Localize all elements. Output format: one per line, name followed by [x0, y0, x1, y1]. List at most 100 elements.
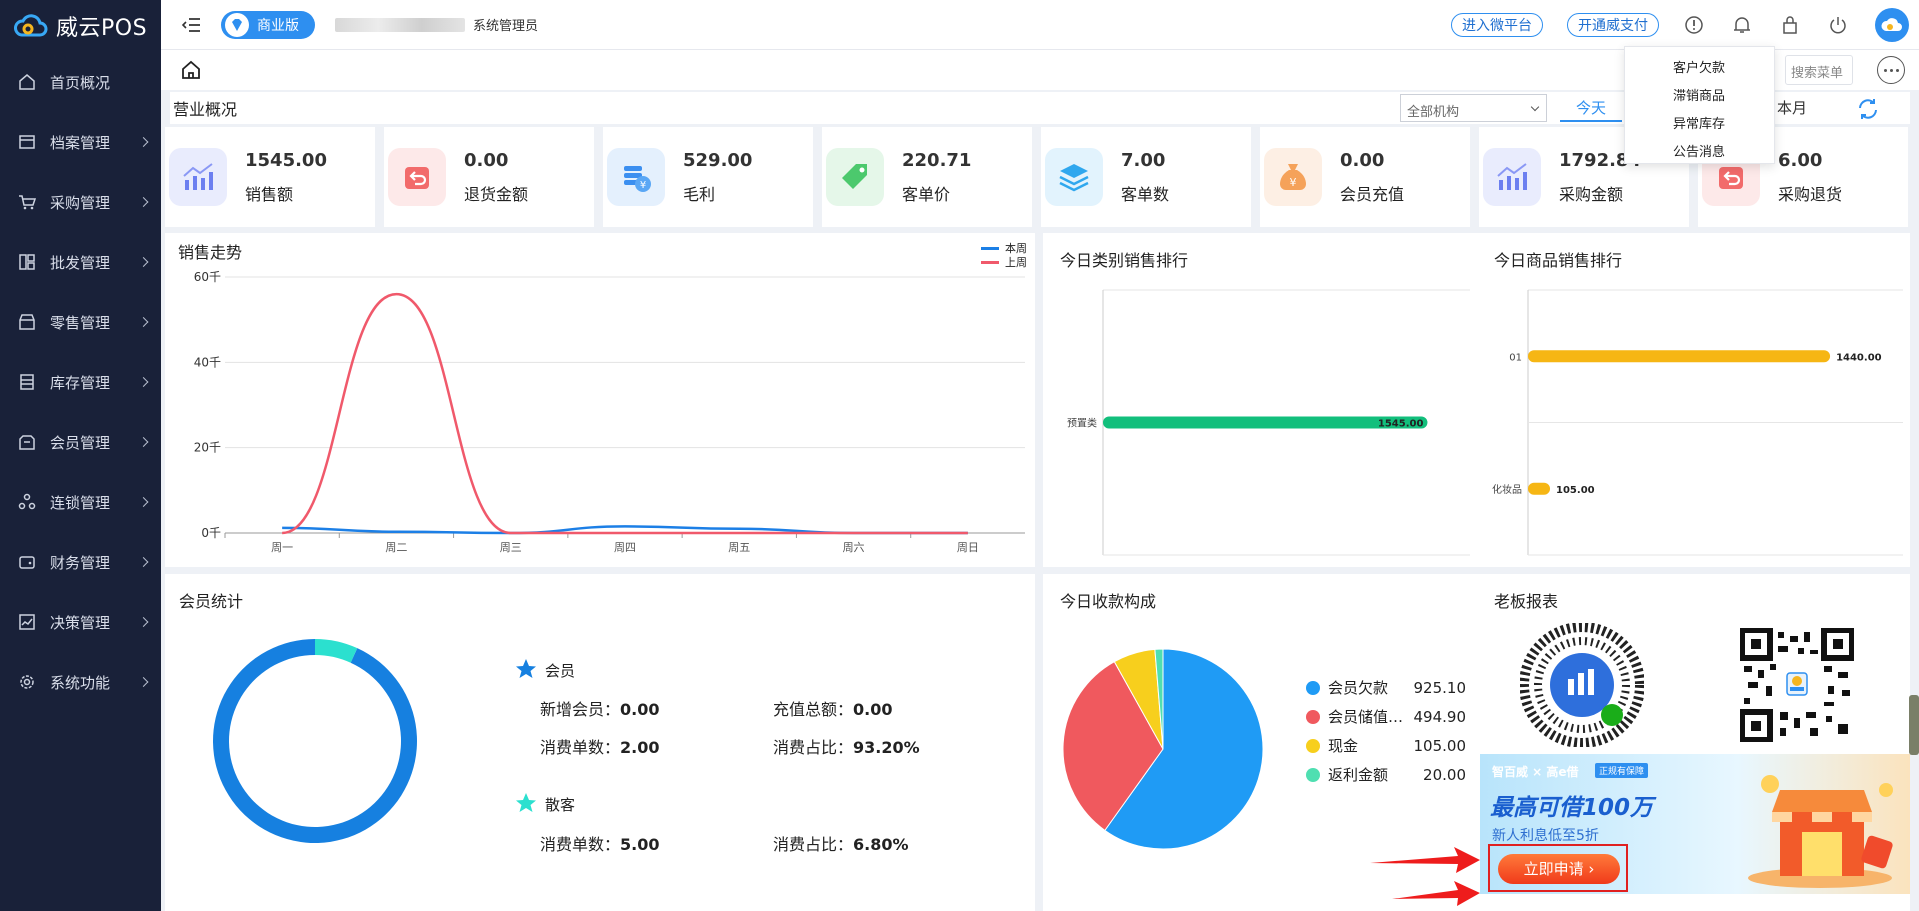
wechat-platform-button[interactable]: 进入微平台 [1451, 13, 1543, 37]
sidebar-item-decision[interactable]: 决策管理 [0, 592, 161, 652]
sales-trend-legend: 本周 上周 [981, 241, 1027, 269]
sidebar-item-finance[interactable]: 财务管理 [0, 532, 161, 592]
category-rank-title: 今日类别销售排行 [1060, 251, 1189, 270]
sidebar-item-retail[interactable]: 零售管理 [0, 292, 161, 352]
open-pay-button[interactable]: 开通威支付 [1567, 13, 1659, 37]
kpi-label: 会员充值 [1340, 184, 1405, 204]
kpi-row: 1545.00 销售额 0.00 退货金额 ¥ 529.00 毛利 220.71 客单价… [165, 127, 1910, 227]
blurred-company-name [335, 17, 465, 32]
tab-month[interactable]: 本月 [1776, 99, 1807, 117]
sidebar-item-label: 连锁管理 [50, 493, 111, 512]
sidebar-item-wholesale[interactable]: 批发管理 [0, 232, 161, 292]
legend-last-week[interactable]: 上周 [981, 255, 1027, 269]
lock-icon[interactable] [1779, 14, 1801, 36]
kpi-card-sales[interactable]: 1545.00 销售额 [165, 127, 375, 227]
sidebar-item-label: 决策管理 [50, 613, 111, 632]
kpi-label: 采购退货 [1778, 184, 1843, 204]
x-tick-label: 周日 [957, 541, 979, 554]
sidebar: 威云POS 首页概况 档案管理 采购管理 批发管理 零售管理 库存管理 会员管理… [0, 0, 161, 911]
bell-icon[interactable] [1731, 14, 1753, 36]
banner-cta-highlight [1488, 844, 1628, 892]
sidebar-item-label: 首页概况 [50, 73, 111, 92]
menu-collapse-icon[interactable] [181, 14, 203, 36]
app-logo[interactable]: 威云POS [0, 0, 161, 52]
sidebar-item-system[interactable]: 系统功能 [0, 652, 161, 712]
rankings-panel: 今日类别销售排行 今日商品销售排行 预置类 1545.00 01 1440.00 化妆品… [1043, 233, 1910, 567]
legend-this-week[interactable]: 本周 [981, 241, 1027, 255]
edition-label: 商业版 [257, 17, 299, 34]
chevron-right-icon [138, 317, 149, 327]
kpi-value: 7.00 [1121, 149, 1166, 171]
sidebar-item-inventory[interactable]: 库存管理 [0, 352, 161, 412]
dropdown-item-announcements[interactable]: 公告消息 [1673, 145, 1726, 160]
top-right-actions: 进入微平台 开通威支付 [1451, 0, 1919, 50]
store-icon [18, 313, 36, 331]
home-icon [18, 73, 36, 91]
tag-icon [826, 148, 884, 206]
gift-shop-illustration [1748, 775, 1893, 888]
payment-legend-item[interactable]: 返利金额 20.00 [1306, 764, 1466, 785]
dropdown-item-slow-products[interactable]: 滞销商品 [1673, 89, 1726, 104]
kpi-card-avg-price[interactable]: 220.71 客单价 [822, 127, 1032, 227]
payment-legend-item[interactable]: 会员储值… 494.90 [1306, 706, 1466, 727]
folder-icon [18, 133, 36, 151]
sidebar-item-archive[interactable]: 档案管理 [0, 112, 161, 172]
member-orders-stat: 消费单数：2.00 [540, 738, 660, 757]
rank-charts: 预置类 1545.00 01 1440.00 化妆品 105.00 [1067, 289, 1903, 556]
chevron-right-icon [138, 557, 149, 567]
x-tick-label: 周三 [500, 541, 522, 554]
sidebar-item-chain[interactable]: 连锁管理 [0, 472, 161, 532]
donut-slice-会员 [213, 639, 417, 843]
kpi-value: 529.00 [683, 149, 753, 171]
overview-title: 营业概况 [173, 100, 238, 119]
purchase-chart-icon [1483, 148, 1541, 206]
power-icon[interactable] [1827, 14, 1849, 36]
kpi-card-profit[interactable]: ¥ 529.00 毛利 [603, 127, 813, 227]
dropdown-item-abnormal-stock[interactable]: 异常库存 [1673, 117, 1726, 132]
payment-legend-item[interactable]: 会员欠款 925.10 [1306, 677, 1466, 698]
sidebar-item-label: 档案管理 [50, 133, 111, 152]
trend-icon [18, 613, 36, 631]
sidebar-item-member[interactable]: 会员管理 [0, 412, 161, 472]
x-tick-label: 周六 [843, 541, 865, 554]
kpi-card-orders[interactable]: 7.00 客单数 [1041, 127, 1251, 227]
member-share-stat: 消费占比：93.20% [773, 738, 920, 757]
home-tab-icon[interactable] [179, 58, 203, 82]
payment-legend-item[interactable]: 现金 105.00 [1306, 735, 1466, 756]
dropdown-item-customer-debt[interactable]: 客户欠款 [1673, 61, 1726, 76]
org-select-value: 全部机构 [1407, 105, 1460, 120]
user-avatar[interactable] [1875, 8, 1909, 42]
member-label: 会员 [545, 662, 576, 680]
cart-icon [18, 193, 36, 211]
tab-today[interactable]: 今天 [1560, 96, 1622, 122]
sidebar-item-home[interactable]: 首页概况 [0, 52, 161, 112]
sidebar-item-purchase[interactable]: 采购管理 [0, 172, 161, 232]
member-icon [18, 433, 36, 451]
chevron-right-icon [138, 197, 149, 207]
search-menu-input[interactable]: 搜索菜单 [1785, 55, 1853, 85]
notification-dropdown: 客户欠款 滞销商品 异常库存 公告消息 [1624, 46, 1775, 164]
rank-category-label: 01 [1509, 352, 1522, 363]
apply-now-button[interactable]: 立即申请 › [1498, 854, 1620, 884]
loan-ad-banner[interactable]: 智百威 × 高e借 正规有保障 最高可借100万 新人利息低至5折 立即申请 › [1480, 754, 1910, 894]
kpi-card-returns[interactable]: 0.00 退货金额 [384, 127, 594, 227]
wechat-qr-code[interactable] [1740, 628, 1854, 742]
alert-icon[interactable] [1683, 14, 1705, 36]
miniprogram-qr-code[interactable] [1520, 623, 1644, 747]
red-arrows-annotation [1370, 847, 1480, 906]
member-stats-panel: 会员统计 会员 新增会员：0.00 充值总额：0.00 消费单数：2.00 消费… [165, 574, 1035, 911]
guest-label: 散客 [545, 796, 576, 814]
boss-report-title: 老板报表 [1494, 592, 1559, 611]
sidebar-nav: 首页概况 档案管理 采购管理 批发管理 零售管理 库存管理 会员管理 连锁管理 … [0, 52, 161, 712]
pie-slice-会员储值… [1063, 660, 1164, 832]
side-scroll-handle[interactable] [1909, 695, 1919, 755]
kpi-label: 退货金额 [464, 184, 529, 204]
stock-icon [18, 373, 36, 391]
refresh-icon[interactable] [1855, 96, 1881, 122]
org-select[interactable]: 全部机构 [1400, 94, 1547, 122]
kpi-card-purchase[interactable]: 1792.84 采购金额 [1479, 127, 1689, 227]
kpi-card-recharge[interactable]: ¥ 0.00 会员充值 [1260, 127, 1470, 227]
more-options-button[interactable] [1877, 56, 1905, 84]
rank-category-label: 预置类 [1067, 417, 1097, 430]
